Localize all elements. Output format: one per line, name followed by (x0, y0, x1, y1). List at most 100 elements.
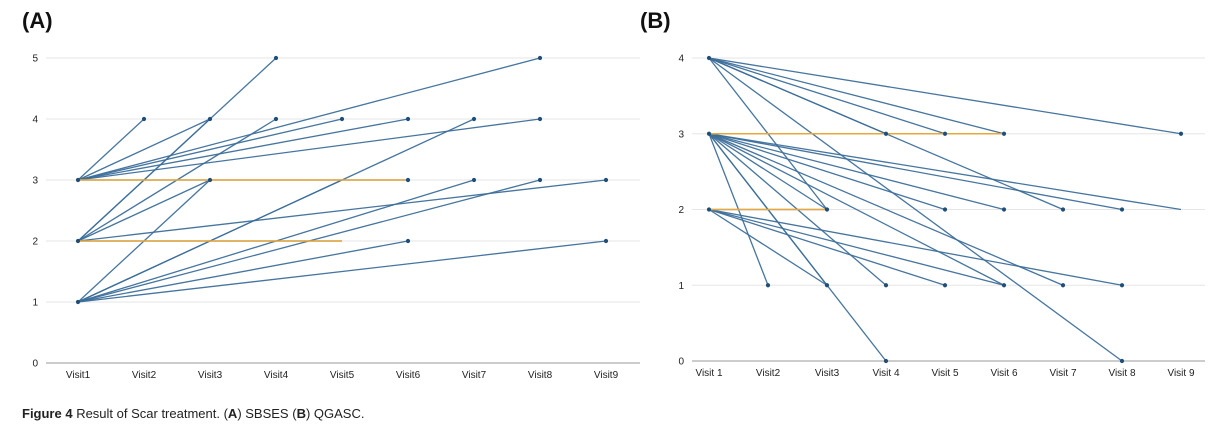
panel-b-y-tick-label: 0 (678, 357, 684, 368)
panel-a-label: (A) (22, 8, 53, 33)
panel-a-data-point (537, 116, 543, 122)
panel-b-data-point (883, 358, 889, 364)
panel-a-data-point (603, 177, 609, 183)
panel-b-x-tick-label: Visit 4 (872, 368, 899, 379)
panel-b-series-line (708, 133, 1182, 211)
caption-mid2: ) QGASC. (305, 406, 365, 421)
panel-b-x-tick-label: Visit 9 (1167, 368, 1194, 379)
panel-a-y-tick-label: 5 (32, 54, 38, 65)
panel-b-series-line (708, 208, 1123, 286)
panel-b-series-line (708, 57, 946, 135)
caption-b: B (296, 406, 306, 421)
panel-a-x-tick-label: Visit2 (132, 370, 157, 381)
panel-b-data-point (942, 207, 948, 212)
panel-a-data-point (273, 55, 279, 61)
panel-b-series-line (708, 133, 828, 211)
panel-a-data-point (207, 116, 213, 122)
panel-b-data-point (1001, 207, 1007, 212)
caption-a: A (227, 406, 238, 421)
panel-b-x-tick-label: Visit 8 (1108, 368, 1135, 379)
panel-b-x-tick-label: Visit 1 (695, 368, 722, 379)
panel-a-x-tick-label: Visit8 (528, 370, 553, 381)
panel-a-data-point (471, 116, 477, 122)
panel-a-series-line (77, 179, 607, 242)
panel-b-data-point (1001, 283, 1007, 288)
panel-b-series-line (708, 57, 1182, 135)
panel-b-series-line (708, 133, 887, 362)
panel-a-data-point (273, 116, 279, 122)
panel-b-x-tick-label: Visit3 (815, 368, 840, 379)
panel-b-data-point (1060, 207, 1066, 212)
panel-a-data-point (471, 177, 477, 183)
panel-a-data-point (405, 177, 411, 183)
panel-b-data-point (942, 131, 948, 136)
panel-b-x-tick-label: Visit 5 (931, 368, 958, 379)
panel-b-series-line (708, 208, 828, 286)
panel-a-data-point (75, 299, 81, 305)
panel-a-y-tick-label: 2 (32, 237, 38, 248)
panel-a-y-tick-label: 0 (32, 359, 38, 370)
panel-b-series-line (708, 133, 1005, 211)
panel-a-data-point (537, 177, 543, 183)
panel-b-data-point (883, 283, 889, 288)
panel-b-data-point (824, 283, 830, 288)
panel-b-data-point (1060, 283, 1066, 288)
panel-b-data-point (706, 55, 712, 61)
panel-b-series-line (708, 133, 1123, 211)
caption-mid1: ) SBSES ( (237, 406, 297, 421)
panel-a-series-line (77, 57, 541, 181)
panel-a-y-tick-label: 1 (32, 298, 38, 309)
panel-b-series-line (708, 133, 1005, 286)
panel-b-data-point (706, 131, 712, 136)
panel-b-series-line (708, 133, 946, 211)
panel-b-y-tick-label: 3 (678, 129, 684, 140)
panel-b-series-line (708, 133, 1064, 286)
panel-a-data-point (75, 177, 81, 183)
panel-a-series-line (77, 179, 211, 242)
panel-a-data-point (207, 177, 213, 183)
panel-b-data-point (1178, 131, 1184, 136)
panel-b-series-line (708, 57, 1005, 135)
panel-a-series-line (77, 240, 607, 303)
panel-b-data-point (706, 207, 712, 212)
panel-a-series-line (77, 118, 475, 303)
panel-a-y-tick-label: 3 (32, 176, 38, 187)
panel-a-x-tick-label: Visit3 (198, 370, 223, 381)
panel-a-x-tick-label: Visit9 (594, 370, 619, 381)
panel-b-x-tick-label: Visit 6 (990, 368, 1017, 379)
panel-a-data-point (537, 55, 543, 61)
panel-b-data-point (1119, 207, 1125, 212)
panel-a-data-point (405, 116, 411, 122)
panel-a-x-tick-label: Visit4 (264, 370, 289, 381)
panel-a-data-point (405, 238, 411, 244)
panel-b-data-point (1001, 131, 1007, 136)
panel-a-x-tick-label: Visit7 (462, 370, 487, 381)
panel-a-series-line (77, 240, 409, 303)
panel-a-series-line (77, 118, 211, 181)
panel-b-data-point (1119, 283, 1125, 288)
panel-a-x-tick-label: Visit6 (396, 370, 421, 381)
panel-b-series-line (708, 208, 946, 286)
panel-a-data-point (75, 238, 81, 244)
panel-b-x-tick-label: Visit 7 (1049, 368, 1076, 379)
panel-b-data-point (1119, 358, 1125, 364)
panel-a-series-line (77, 118, 541, 181)
panel-b-x-tick-label: Visit2 (756, 368, 781, 379)
panel-b-data-point (765, 283, 771, 288)
panel-b-series-line (708, 57, 1123, 362)
panel-b-y-tick-label: 4 (678, 54, 684, 65)
panel-a-data-point (603, 238, 609, 244)
panel-a-data-point (141, 116, 147, 122)
panel-a-y-tick-label: 4 (32, 115, 38, 126)
panel-a-series-line (77, 118, 145, 181)
caption-text: Result of Scar treatment. ( (72, 406, 228, 421)
charts-canvas: 0 1 2 3 4 5 Visit1 Visit2 Visit3 Visit4 Visit5 Visi… (32, 54, 1205, 381)
panel-b-series-line (708, 208, 1005, 286)
panel-a-x-tick-label: Visit5 (330, 370, 355, 381)
panel-a-series-line (77, 57, 277, 242)
panel-b-data-point (824, 207, 830, 212)
caption-prefix: Figure 4 (22, 406, 73, 421)
figure-caption: Figure 4 Result of Scar treatment. (A) S… (22, 406, 364, 421)
panel-b-y-tick-label: 2 (678, 205, 684, 216)
panel-a-series-line (77, 118, 409, 181)
